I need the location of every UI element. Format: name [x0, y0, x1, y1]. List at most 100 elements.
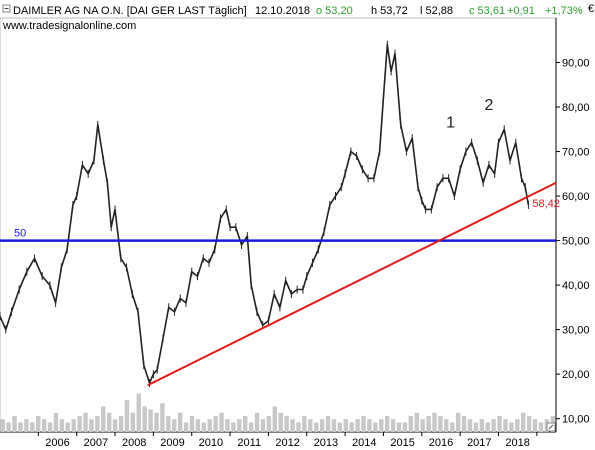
volume-bar: [313, 422, 319, 432]
volume-bar: [450, 422, 455, 432]
volume-bar: [24, 419, 29, 432]
volume-bar: [243, 416, 248, 432]
volume-bar: [384, 416, 390, 432]
x-tick-label: 2017: [467, 437, 491, 449]
volume-bar: [189, 416, 195, 432]
y-tick-label: 50,00: [562, 236, 590, 248]
volume-bar: [130, 412, 136, 432]
x-tick-label: 2013: [314, 437, 338, 449]
y-tick-label: 90,00: [562, 58, 590, 70]
volume-bar: [408, 416, 414, 432]
x-tick-label: 2012: [275, 437, 299, 449]
volume-bar: [35, 416, 41, 432]
volume-bar: [106, 412, 112, 432]
volume-bar: [18, 422, 23, 432]
volume-bar: [12, 416, 17, 432]
volume-bar: [337, 422, 343, 432]
volume-bar: [53, 412, 59, 432]
volume-bar: [349, 422, 354, 432]
x-tick-label: 2016: [429, 437, 453, 449]
volume-bar: [148, 409, 153, 432]
volume-bar: [355, 419, 360, 432]
volume-bar: [65, 422, 70, 432]
quote-open: o 53,20: [316, 5, 353, 17]
y-axis: 10,00 20,00 30,00 40,00 50,00 60,00 70,00 80,00…: [556, 58, 590, 426]
x-tick-label: 2011: [237, 437, 261, 449]
quote-change: +0,91: [507, 5, 535, 17]
volume-bar: [124, 400, 130, 432]
volume-bar: [225, 419, 230, 432]
resize-handle-icon[interactable]: [546, 422, 556, 432]
instrument-title: DAIMLER AG NA O.N. [DAI GER LAST Täglich…: [13, 5, 247, 17]
y-tick-label: 20,00: [562, 369, 590, 381]
volume-bar: [177, 412, 183, 432]
volume-bar: [521, 412, 526, 432]
volume-bar: [479, 419, 485, 432]
volume-bar: [420, 419, 425, 432]
volume-bar: [160, 403, 165, 432]
collapse-icon[interactable]: [2, 4, 11, 13]
volume-bar: [538, 422, 544, 432]
volume-bar: [467, 419, 473, 432]
volume-bar: [77, 416, 82, 432]
volume-bar: [237, 419, 242, 432]
chart-header: DAIMLER AG NA O.N. [DAI GER LAST Täglich…: [2, 3, 594, 32]
quote-close: c 53,61: [469, 5, 505, 17]
currency-symbol: €: [588, 3, 594, 15]
volume-bar: [455, 412, 461, 432]
quote-low: l 52,88: [420, 5, 453, 17]
volume-bar: [272, 406, 277, 432]
volume-bar: [390, 419, 396, 432]
volume-bar: [278, 412, 283, 432]
volume-bar: [136, 393, 141, 432]
volume-bar: [491, 419, 496, 432]
volume-bar: [89, 419, 94, 432]
price-series: [0, 40, 530, 388]
overlay-lines: [0, 181, 557, 387]
volume-bar: [426, 416, 431, 432]
volume-bar: [509, 422, 514, 432]
volume-bar: [41, 419, 47, 432]
volume-bar: [47, 422, 53, 432]
quote-high: h 53,72: [371, 5, 408, 17]
volume-bar: [213, 416, 218, 432]
volume-bar: [438, 416, 443, 432]
volume-bar: [473, 422, 479, 432]
chart-annotations: 50 1 2 58,42: [14, 97, 560, 240]
volume-bar: [402, 422, 408, 432]
x-tick-label: 2009: [160, 437, 184, 449]
volume-bar: [414, 412, 419, 432]
volume-bar: [284, 416, 289, 432]
volume-bar: [532, 419, 538, 432]
volume-bar: [444, 419, 449, 432]
volume-bar: [0, 419, 5, 432]
peak-label: 1: [446, 115, 455, 132]
trendline: [147, 181, 557, 387]
volume-bar: [219, 412, 224, 432]
support-line-label: 50: [14, 228, 26, 240]
volume-bar: [432, 412, 437, 432]
x-tick-label: 2006: [45, 437, 69, 449]
volume-bar: [260, 419, 266, 432]
volume-bar: [526, 416, 532, 432]
y-tick-label: 40,00: [562, 280, 590, 292]
volume-bars: [0, 393, 555, 432]
volume-bar: [266, 416, 272, 432]
volume-bar: [83, 412, 88, 432]
y-tick-label: 70,00: [562, 147, 590, 159]
source-url: www.tradesignalonline.com: [2, 20, 136, 32]
volume-bar: [325, 416, 331, 432]
volume-bar: [112, 419, 118, 432]
volume-bar: [308, 419, 313, 432]
volume-bar: [95, 416, 100, 432]
volume-bar: [515, 419, 520, 432]
peak-label: 2: [484, 97, 493, 114]
volume-bar: [254, 412, 260, 432]
volume-bar: [290, 419, 295, 432]
x-tick-label: 2008: [122, 437, 146, 449]
volume-bar: [154, 412, 159, 432]
quote-change-pct: +1,73%: [545, 5, 583, 17]
x-tick-label: 2014: [352, 437, 376, 449]
y-tick-label: 80,00: [562, 102, 590, 114]
